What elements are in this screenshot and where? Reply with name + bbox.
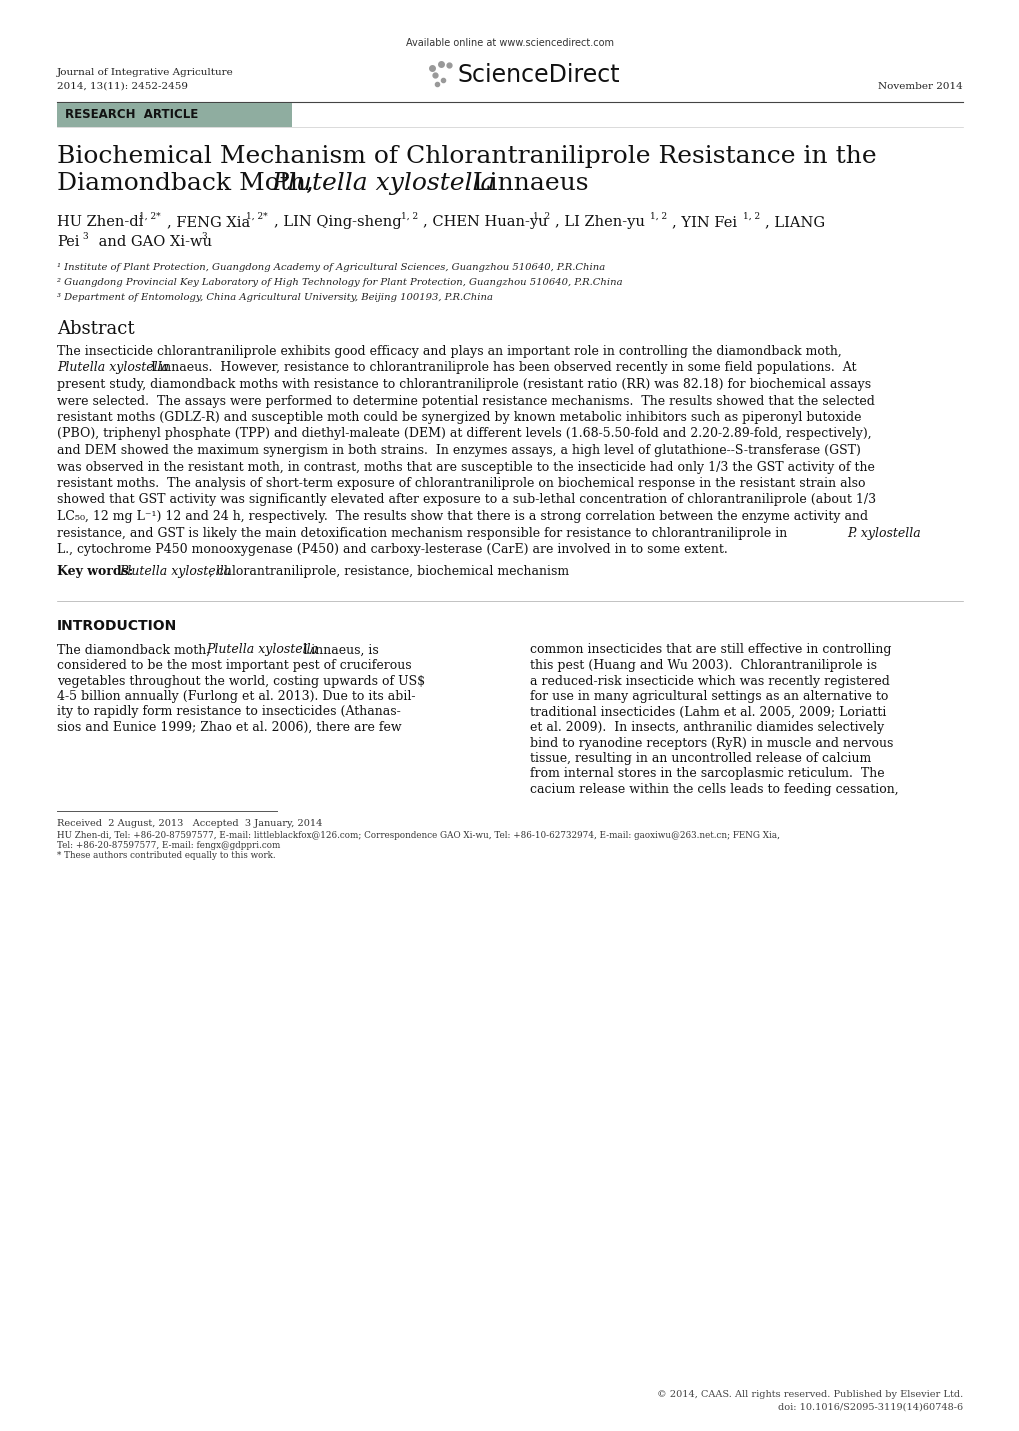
Text: , LI Zhen-yu: , LI Zhen-yu xyxy=(554,215,644,229)
Text: 2014, 13(11): 2452-2459: 2014, 13(11): 2452-2459 xyxy=(57,82,187,92)
Text: Diamondback Moth,: Diamondback Moth, xyxy=(57,172,322,195)
Text: , chlorantraniliprole, resistance, biochemical mechanism: , chlorantraniliprole, resistance, bioch… xyxy=(209,565,569,578)
Text: ¹ Institute of Plant Protection, Guangdong Academy of Agricultural Sciences, Gua: ¹ Institute of Plant Protection, Guangdo… xyxy=(57,263,604,272)
Text: considered to be the most important pest of cruciferous: considered to be the most important pest… xyxy=(57,660,412,673)
Text: , LIANG: , LIANG xyxy=(764,215,824,229)
Text: HU Zhen-di, Tel: +86-20-87597577, E-mail: littleblackfox@126.com; Correspondence: HU Zhen-di, Tel: +86-20-87597577, E-mail… xyxy=(57,830,780,840)
Text: a reduced-risk insecticide which was recently registered: a reduced-risk insecticide which was rec… xyxy=(530,674,889,687)
Text: Plutella xylostella: Plutella xylostella xyxy=(119,565,231,578)
Text: , CHEN Huan-yu: , CHEN Huan-yu xyxy=(423,215,547,229)
Bar xyxy=(57,103,291,127)
Text: were selected.  The assays were performed to determine potential resistance mech: were selected. The assays were performed… xyxy=(57,395,874,408)
Text: RESEARCH  ARTICLE: RESEARCH ARTICLE xyxy=(65,109,198,122)
Text: L., cytochrome P450 monooxygenase (P450) and carboxy-lesterase (CarE) are involv: L., cytochrome P450 monooxygenase (P450)… xyxy=(57,542,727,557)
Text: , LIN Qing-sheng: , LIN Qing-sheng xyxy=(274,215,401,229)
Text: HU Zhen-di: HU Zhen-di xyxy=(57,215,144,229)
Text: resistant moths.  The analysis of short-term exposure of chlorantraniliprole on : resistant moths. The analysis of short-t… xyxy=(57,477,865,489)
Text: INTRODUCTION: INTRODUCTION xyxy=(57,618,177,633)
Text: , YIN Fei: , YIN Fei xyxy=(672,215,737,229)
Text: , FENG Xia: , FENG Xia xyxy=(167,215,250,229)
Text: and GAO Xi-wu: and GAO Xi-wu xyxy=(94,235,212,249)
Text: ity to rapidly form resistance to insecticides (Athanas-: ity to rapidly form resistance to insect… xyxy=(57,705,400,718)
Text: this pest (Huang and Wu 2003).  Chlorantraniliprole is: this pest (Huang and Wu 2003). Chlorantr… xyxy=(530,660,876,673)
Text: et al. 2009).  In insects, anthranilic diamides selectively: et al. 2009). In insects, anthranilic di… xyxy=(530,721,883,734)
Text: Tel: +86-20-87597577, E-mail: fengx@gdppri.com: Tel: +86-20-87597577, E-mail: fengx@gdpp… xyxy=(57,840,280,850)
Text: 1, 2: 1, 2 xyxy=(533,212,549,220)
Text: Received  2 August, 2013   Accepted  3 January, 2014: Received 2 August, 2013 Accepted 3 Janua… xyxy=(57,819,322,827)
Text: 1, 2: 1, 2 xyxy=(742,212,759,220)
Text: ScienceDirect: ScienceDirect xyxy=(458,63,620,87)
Text: for use in many agricultural settings as an alternative to: for use in many agricultural settings as… xyxy=(530,690,888,703)
Text: Linnaeus: Linnaeus xyxy=(465,172,588,195)
Text: Key words:: Key words: xyxy=(57,565,138,578)
Text: LC₅₀, 12 mg L⁻¹) 12 and 24 h, respectively.  The results show that there is a st: LC₅₀, 12 mg L⁻¹) 12 and 24 h, respective… xyxy=(57,509,867,522)
Text: 1, 2*: 1, 2* xyxy=(246,212,267,220)
Text: tissue, resulting in an uncontrolled release of calcium: tissue, resulting in an uncontrolled rel… xyxy=(530,753,870,766)
Text: 3: 3 xyxy=(82,232,88,240)
Text: 1, 2: 1, 2 xyxy=(649,212,666,220)
Text: 1, 2: 1, 2 xyxy=(400,212,418,220)
Text: * These authors contributed equally to this work.: * These authors contributed equally to t… xyxy=(57,850,275,860)
Text: cacium release within the cells leads to feeding cessation,: cacium release within the cells leads to… xyxy=(530,783,898,796)
Text: common insecticides that are still effective in controlling: common insecticides that are still effec… xyxy=(530,644,891,657)
Text: resistant moths (GDLZ-R) and susceptible moth could be synergized by known metab: resistant moths (GDLZ-R) and susceptible… xyxy=(57,411,861,424)
Text: Linnaeus, is: Linnaeus, is xyxy=(299,644,378,657)
Text: and DEM showed the maximum synergism in both strains.  In enzymes assays, a high: and DEM showed the maximum synergism in … xyxy=(57,444,860,456)
Text: traditional insecticides (Lahm et al. 2005, 2009; Loriatti: traditional insecticides (Lahm et al. 20… xyxy=(530,705,886,718)
Text: 1, 2*: 1, 2* xyxy=(139,212,160,220)
Text: from internal stores in the sarcoplasmic reticulum.  The: from internal stores in the sarcoplasmic… xyxy=(530,767,883,780)
Text: Linnaeus.  However, resistance to chlorantraniliprole has been observed recently: Linnaeus. However, resistance to chloran… xyxy=(147,362,856,375)
Text: doi: 10.1016/S2095-3119(14)60748-6: doi: 10.1016/S2095-3119(14)60748-6 xyxy=(777,1402,962,1412)
Text: Biochemical Mechanism of Chlorantraniliprole Resistance in the: Biochemical Mechanism of Chlorantranilip… xyxy=(57,145,875,167)
Text: Pei: Pei xyxy=(57,235,79,249)
Text: ² Guangdong Provincial Key Laboratory of High Technology for Plant Protection, G: ² Guangdong Provincial Key Laboratory of… xyxy=(57,278,622,288)
Text: vegetables throughout the world, costing upwards of US$: vegetables throughout the world, costing… xyxy=(57,674,425,687)
Text: 3: 3 xyxy=(201,232,207,240)
Text: Journal of Integrative Agriculture: Journal of Integrative Agriculture xyxy=(57,69,233,77)
Text: was observed in the resistant moth, in contrast, moths that are susceptible to t: was observed in the resistant moth, in c… xyxy=(57,461,874,474)
Text: Available online at www.sciencedirect.com: Available online at www.sciencedirect.co… xyxy=(406,39,613,49)
Text: 4-5 billion annually (Furlong et al. 2013). Due to its abil-: 4-5 billion annually (Furlong et al. 201… xyxy=(57,690,415,703)
Text: bind to ryanodine receptors (RyR) in muscle and nervous: bind to ryanodine receptors (RyR) in mus… xyxy=(530,737,893,750)
Text: P. xylostella: P. xylostella xyxy=(846,527,920,539)
Text: November 2014: November 2014 xyxy=(877,82,962,92)
Text: present study, diamondback moths with resistance to chlorantraniliprole (resista: present study, diamondback moths with re… xyxy=(57,378,870,391)
Text: The insecticide chlorantraniliprole exhibits good efficacy and plays an importan: The insecticide chlorantraniliprole exhi… xyxy=(57,345,841,358)
Text: Plutella xylostella: Plutella xylostella xyxy=(57,362,169,375)
Text: Plutella xylostella: Plutella xylostella xyxy=(271,172,495,195)
Text: Abstract: Abstract xyxy=(57,321,135,338)
Text: resistance, and GST is likely the main detoxification mechanism responsible for : resistance, and GST is likely the main d… xyxy=(57,527,791,539)
Text: sios and Eunice 1999; Zhao et al. 2006), there are few: sios and Eunice 1999; Zhao et al. 2006),… xyxy=(57,721,401,734)
Text: ³ Department of Entomology, China Agricultural University, Beijing 100193, P.R.C: ³ Department of Entomology, China Agricu… xyxy=(57,293,492,302)
Text: © 2014, CAAS. All rights reserved. Published by Elsevier Ltd.: © 2014, CAAS. All rights reserved. Publi… xyxy=(656,1390,962,1400)
Text: The diamondback moth,: The diamondback moth, xyxy=(57,644,214,657)
Text: showed that GST activity was significantly elevated after exposure to a sub-leth: showed that GST activity was significant… xyxy=(57,494,875,507)
Text: (PBO), triphenyl phosphate (TPP) and diethyl-maleate (DEM) at different levels (: (PBO), triphenyl phosphate (TPP) and die… xyxy=(57,428,871,441)
Text: Plutella xylostella: Plutella xylostella xyxy=(206,644,318,657)
